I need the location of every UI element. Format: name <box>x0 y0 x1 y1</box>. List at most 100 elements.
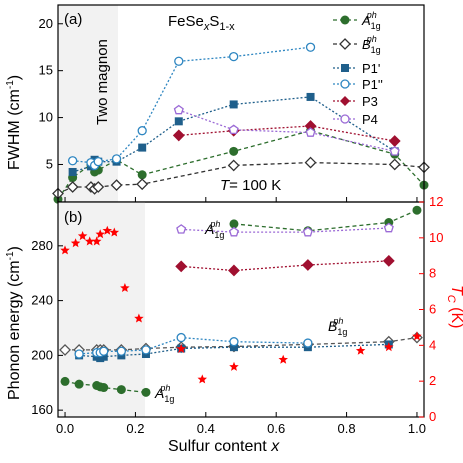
y-b-tick-label: 200 <box>31 347 53 362</box>
series-b-p4-point <box>176 224 187 234</box>
series-a-b1g-ph-point <box>304 156 317 169</box>
series-a-p1-point <box>305 42 316 52</box>
series-b-p1-point <box>99 346 109 356</box>
series-b-tc-point <box>70 238 81 248</box>
y-right-tick-label: 12 <box>429 194 443 209</box>
series-b-tc-point <box>102 225 112 235</box>
series-b-tc-point <box>355 345 366 355</box>
series-b-a1g-ph-high-line <box>233 209 418 232</box>
y-right-tick-label: 10 <box>429 230 443 245</box>
x-axis-label: Sulfur content x <box>168 438 280 455</box>
series-a-p4-point <box>389 145 400 156</box>
series-b-tc-point <box>176 343 186 353</box>
series-b-p1-point <box>176 332 186 343</box>
series-b-p1-point <box>116 346 126 356</box>
x-ticks: 0.0 0.2 0.4 0.6 0.8 1.0 <box>56 197 426 436</box>
chart-title: FeSexS1-x <box>168 13 235 33</box>
x-tick-label: 0.4 <box>197 421 215 436</box>
y-ticks-right: 0 2 4 6 8 10 12 <box>419 194 443 424</box>
y-right-tick-label: 8 <box>429 266 436 281</box>
legend-label-p1p: P1' <box>362 61 380 76</box>
series-b-a1g-ph-low-point <box>99 383 109 393</box>
series-a-b1g-ph-point <box>227 159 240 172</box>
series-a-p1-point <box>67 156 78 166</box>
plot-area-a <box>52 42 430 204</box>
series-b-a1g-ph-low-point <box>74 379 84 389</box>
x-tick-label: 0.6 <box>267 421 285 436</box>
y-a-tick-label: 10 <box>39 110 53 125</box>
series-a-p4-point <box>228 124 239 135</box>
legend-label-b1g: B1gph <box>362 34 381 55</box>
series-b-a1g-ph-low-point <box>141 387 151 397</box>
series-b-tc-point <box>134 313 144 323</box>
x-tick-label: 1.0 <box>408 421 426 436</box>
series-a-p1-point <box>306 92 315 101</box>
series-a-p1-point <box>93 157 103 167</box>
y-ticks-a: 5 10 15 20 <box>39 16 63 171</box>
panel-a: (a) FeSexS1-x T= 100 K Two magnon FWHM (… <box>5 4 430 204</box>
temperature-annotation: T= 100 K <box>220 177 281 194</box>
series-b-tc-point <box>77 231 88 241</box>
series-a-b1g-ph-point <box>66 181 79 193</box>
legend-label-a1g: A1gph <box>361 10 381 31</box>
series-b-tc-point <box>109 227 120 237</box>
series-b-p1-point <box>303 338 313 348</box>
y-b-tick-label: 280 <box>31 238 53 253</box>
series-a-b1g-ph-point <box>110 179 123 192</box>
legend-marker-b1g <box>339 38 351 50</box>
series-a-p1-line <box>72 46 311 167</box>
series-a-p1-point <box>174 117 183 126</box>
series-a-p4-point <box>305 127 316 137</box>
series-b-p1-line <box>79 343 389 359</box>
series-a-p1-point <box>229 51 239 62</box>
series-a-p1-point <box>174 56 184 66</box>
series-b-b1g-ph-point <box>59 343 71 356</box>
legend-label-p4: P4 <box>362 112 378 127</box>
series-b-a1g-ph-high-point <box>412 205 422 215</box>
annotation-a1g-high: A1gph <box>204 219 224 240</box>
series-a-p1-point <box>111 154 122 164</box>
y-right-tick-label: 6 <box>429 302 436 317</box>
series-a-b1g-ph-point <box>136 178 149 191</box>
series-b-tc-point <box>120 283 130 292</box>
shaded-region-b <box>58 202 145 417</box>
y-a-tick-label: 15 <box>39 63 53 78</box>
series-a-p1-point <box>68 167 77 176</box>
series-a-p4-line <box>178 109 395 152</box>
series-b-p4-line <box>181 227 389 233</box>
series-a-b1g-ph-point <box>92 181 105 193</box>
legend-marker-p1pp <box>340 79 350 89</box>
series-a-p4-point <box>173 104 184 115</box>
series-a-p1-point <box>138 143 147 152</box>
series-b-p4-point <box>228 226 239 237</box>
series-b-tc-point <box>84 236 95 246</box>
series-a-p3-point <box>388 135 401 147</box>
legend-label-p3: P3 <box>362 94 378 109</box>
series-b-tc-point <box>412 331 422 341</box>
series-a-p3-point <box>172 129 185 142</box>
panel-b: (b) A1gph B1gph A1gph Phonon energy (cm-… <box>5 194 463 455</box>
series-b-tc-point <box>92 236 102 246</box>
series-a-b1g-ph-point <box>388 158 401 171</box>
y-right-tick-label: 2 <box>429 373 436 388</box>
series-b-p3-line <box>181 260 389 272</box>
series-b-p1-point <box>229 343 238 352</box>
series-a-p1-point <box>137 126 147 136</box>
y-b-tick-label: 240 <box>31 293 53 308</box>
x-tick-label: 0.8 <box>338 421 356 436</box>
legend-marker-p4 <box>340 114 350 124</box>
legend: A1gph B1gph P1' P1'' P3 P4 <box>333 10 383 127</box>
x-tick-label: 0.2 <box>126 421 144 436</box>
series-a-a1g-ph-point <box>229 146 239 156</box>
series-b-a1g-ph-low-point <box>116 385 126 395</box>
legend-label-p1pp: P1'' <box>362 77 383 92</box>
y-a-tick-label: 5 <box>46 156 53 171</box>
series-b-tc-point <box>384 342 394 352</box>
series-b-p3-point <box>228 264 240 277</box>
plot-area-b <box>59 205 423 397</box>
series-b-p1-point <box>99 352 108 361</box>
legend-marker-p3 <box>340 96 350 106</box>
series-b-p4-point <box>383 222 394 233</box>
y-a-tick-label: 20 <box>39 16 53 31</box>
